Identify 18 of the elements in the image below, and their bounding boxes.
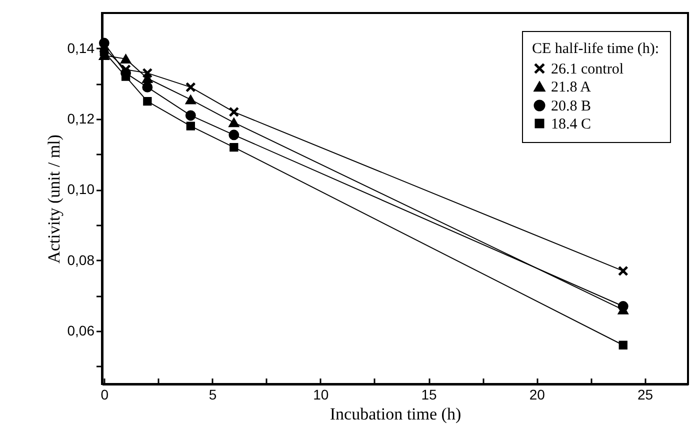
y-tick-label: 0,14 — [67, 40, 95, 56]
y-tick-label: 0,12 — [67, 110, 95, 126]
x-tick-label: 15 — [421, 386, 438, 402]
y-tick-label: 0,10 — [67, 181, 95, 198]
legend-label: 26.1 control — [551, 62, 624, 78]
x-tick-label: 10 — [313, 386, 329, 402]
x-tick-label: 25 — [637, 386, 654, 402]
legend-label: 21.8 A — [551, 80, 592, 96]
legend-title: CE half-life time (h): — [532, 41, 660, 57]
legend-label: 18.4 C — [551, 116, 592, 132]
y-tick-label: 0,06 — [67, 322, 95, 338]
x-axis-title: Incubation time (h) — [330, 404, 462, 424]
y-tick-label: 0,08 — [67, 252, 95, 268]
legend-label: 20.8 B — [551, 98, 592, 114]
x-tick-label: 5 — [208, 386, 217, 402]
x-tick-label: 20 — [529, 386, 546, 402]
x-tick-label: 0 — [100, 386, 109, 402]
y-axis-title: Activity (unit / ml) — [44, 134, 64, 264]
